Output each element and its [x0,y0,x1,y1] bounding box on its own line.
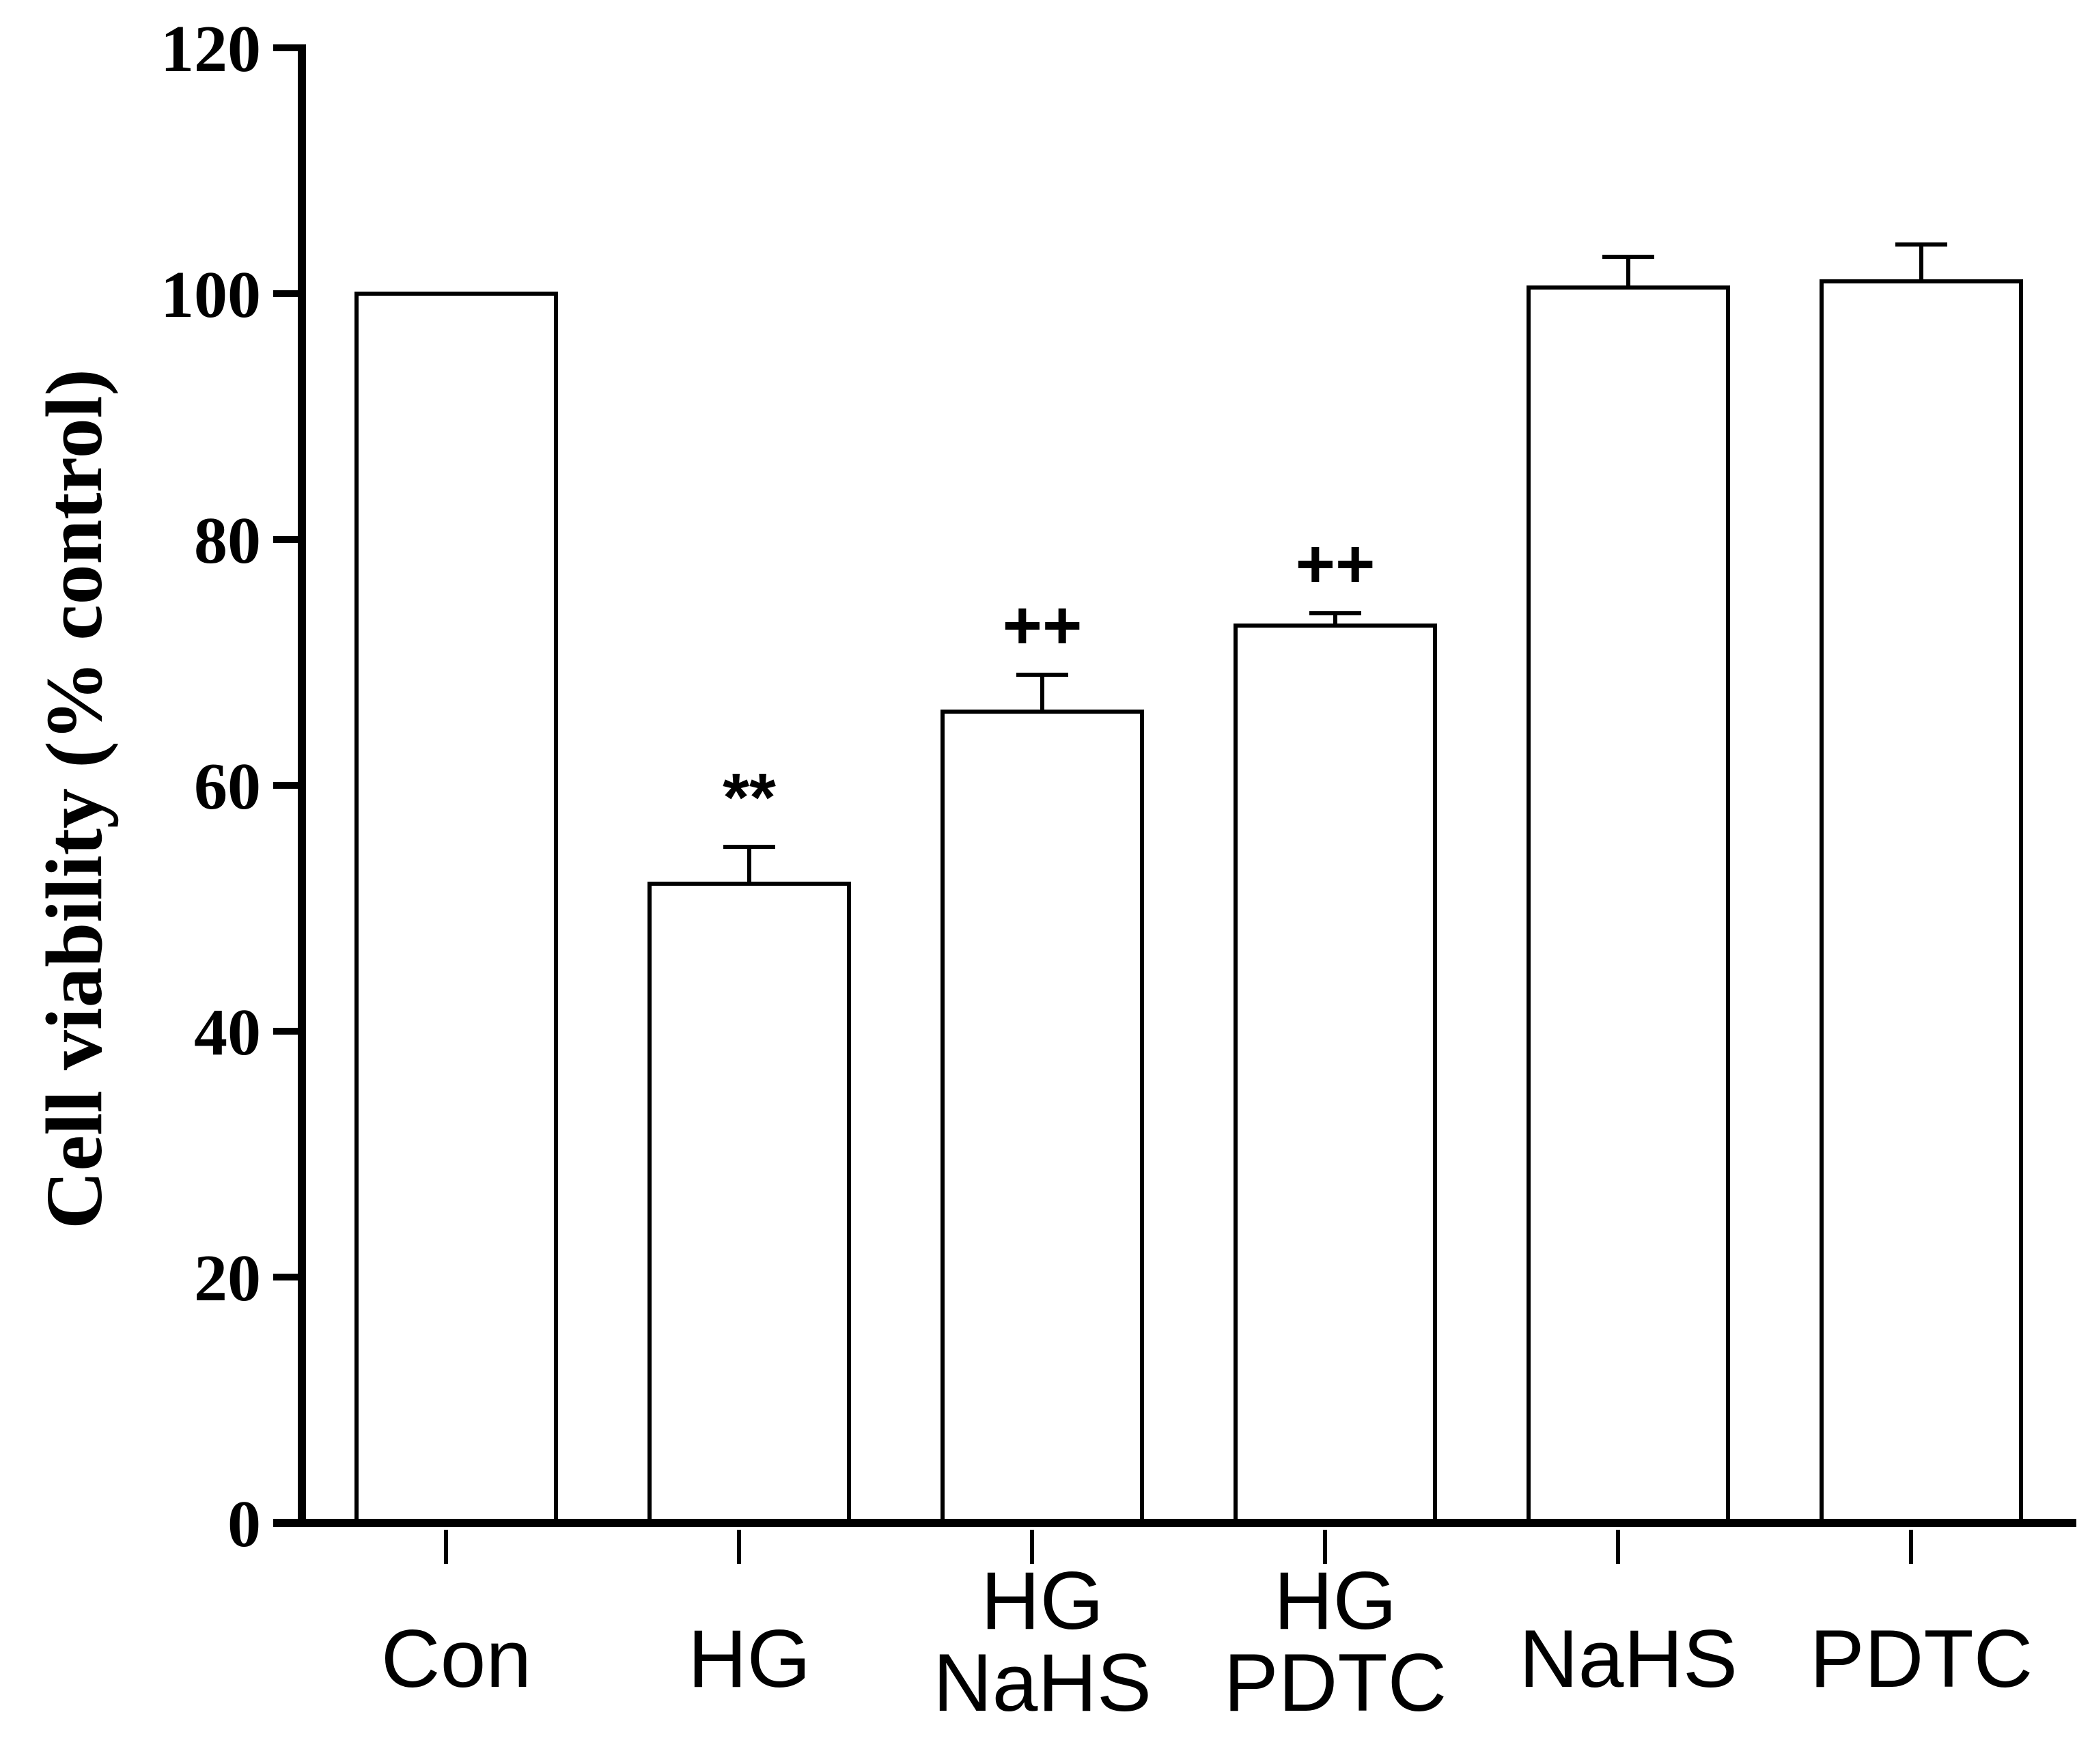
y-tick-label-5: 100 [161,258,261,332]
y-axis-label: Cell viability (% control) [29,369,119,1229]
bar-3 [1234,624,1437,1525]
x-tick-label-0-0: Con [381,1613,531,1705]
annotation-2: ++ [1003,587,1083,664]
annotation-1: ** [723,759,776,836]
y-tick-label-6: 120 [161,12,261,86]
x-tick-label-1-0: HG [688,1613,811,1705]
x-tick-label-3-0: HG [1274,1555,1397,1647]
y-tick-label-3: 60 [194,750,261,824]
x-tick-label-2-0: HG [981,1555,1104,1647]
y-tick-label-4: 80 [194,504,261,578]
bar-1 [647,882,851,1525]
bar-5 [1820,279,2023,1525]
x-tick-label-3-1: PDTC [1224,1637,1447,1728]
x-tick-label-4-0: NaHS [1519,1613,1738,1705]
y-tick-label-0: 0 [227,1487,261,1561]
y-tick-label-2: 40 [194,996,261,1069]
bar-4 [1527,285,1730,1525]
error-bars-layer [723,242,1947,884]
annotation-3: ++ [1296,526,1376,602]
x-tick-label-5-0: PDTC [1810,1613,2033,1705]
bar-2 [940,710,1144,1525]
y-tick-label-1: 20 [194,1242,261,1315]
bars-layer [354,279,2023,1525]
axes-layer [273,44,2076,1564]
x-tick-label-2-1: NaHS [933,1637,1152,1728]
bar-0 [354,292,558,1525]
